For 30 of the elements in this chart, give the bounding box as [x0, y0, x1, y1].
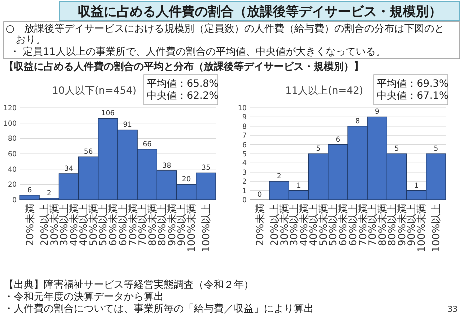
x-tick-label: 20%以上 30%未満: [38, 204, 61, 246]
text: 収益に占める人件費の割合（放課後等デイサービス・規模別）: [78, 4, 442, 20]
chart-title: 11人以上(n=42): [285, 85, 364, 97]
text: ・ 定員11人以上の事業所で、人件費の割合の平均値、中央値が大きくなっている。: [10, 46, 386, 58]
x-tick-label: 30%以上 40%未満: [58, 204, 80, 246]
x-tick-label: 100%以上: [200, 204, 213, 253]
x-tick-label: 20%未満: [254, 204, 266, 246]
x-tick-label: 80%以上 90%未満: [156, 204, 178, 246]
text: 平均値：69.3%: [377, 78, 449, 90]
text: 中央値：67.1%: [377, 90, 449, 102]
x-tick-label: 100%以上: [430, 204, 443, 253]
text: 33: [448, 305, 458, 314]
text: 【出典】障害福祉サービス等経営実態調査（令和２年）: [4, 279, 254, 291]
text: 【収益に占める人件費の割合の平均と分布（放課後等デイサービス・規模別）】: [4, 61, 364, 73]
x-tick-label: 60%以上 70%未満: [117, 204, 140, 246]
x-tick-label: 60%以上 70%未満: [347, 204, 370, 246]
x-tick-label: 30%以上 40%未満: [288, 204, 310, 246]
text: ・人件費の割合については、事業所毎の「給与費／収益」により算出: [4, 303, 314, 315]
text: 平均値：65.8%: [147, 78, 219, 90]
x-tick-label: 20%以上 30%未満: [268, 204, 291, 246]
x-tick-label: 80%以上 90%未満: [386, 204, 408, 246]
chart-title: 10人以下(n=454): [52, 85, 137, 97]
x-tick-label: 90%以上 100%未満: [406, 204, 428, 253]
x-tick-label: 70%以上 80%未満: [366, 204, 389, 246]
x-tick-label: 20%未満: [24, 204, 36, 246]
text: ・令和元年度の決算データから算出: [4, 291, 164, 303]
x-tick-label: 70%以上 80%未満: [136, 204, 159, 246]
x-tick-label: 90%以上 100%未満: [176, 204, 198, 253]
text: 中央値：62.2%: [147, 90, 219, 102]
text: ○ 放課後等デイサービスにおける規模別（定員数）の人件費（給与費）の割合の分布は下図のとおり。: [6, 23, 445, 46]
